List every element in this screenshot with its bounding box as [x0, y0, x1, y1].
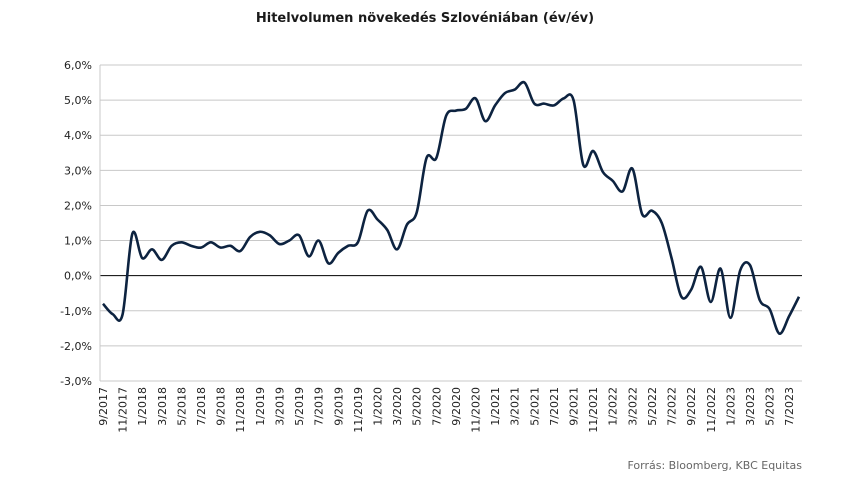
x-tick-label: 11/2017 [117, 387, 130, 433]
x-tick-label: 5/2018 [175, 387, 188, 426]
y-tick-label: 5,0% [64, 94, 92, 107]
x-tick-label: 5/2021 [528, 387, 541, 426]
x-tick-label: 9/2022 [685, 387, 698, 426]
y-tick-label: 0,0% [64, 270, 92, 283]
x-tick-label: 7/2019 [313, 387, 326, 426]
x-tick-label: 11/2020 [470, 387, 483, 433]
x-tick-label: 1/2021 [489, 387, 502, 426]
chart-title: Hitelvolumen növekedés Szlovéniában (év/… [256, 11, 594, 26]
x-tick-label: 1/2023 [724, 387, 737, 426]
data-line [102, 80, 801, 335]
x-tick-label: 7/2021 [548, 387, 561, 426]
y-tick-label: 4,0% [64, 129, 92, 142]
x-tick-label: 9/2021 [568, 387, 581, 426]
x-tick-label: 9/2018 [215, 387, 228, 426]
x-tick-label: 5/2023 [764, 387, 777, 426]
x-tick-label: 1/2022 [607, 387, 620, 426]
x-tick-label: 7/2023 [783, 387, 796, 426]
x-tick-label: 5/2020 [411, 387, 424, 426]
source: Forrás: Bloomberg, KBC Equitas [627, 459, 802, 472]
x-tick-label: 11/2018 [234, 387, 247, 433]
x-tick-label: 5/2022 [646, 387, 659, 426]
x-tick-label: 9/2017 [97, 387, 110, 426]
x-tick-label: 3/2022 [626, 387, 639, 426]
y-tick-label: 1,0% [64, 235, 92, 248]
x-tick-label: 11/2021 [587, 387, 600, 433]
x-tick-label: 7/2022 [666, 387, 679, 426]
x-tick-label: 1/2018 [136, 387, 149, 426]
y-tick-label: 3,0% [64, 164, 92, 177]
x-tick-label: 11/2019 [352, 387, 365, 433]
y-tick-label: -3,0% [60, 375, 92, 388]
x-tick-label: 9/2019 [332, 387, 345, 426]
x-tick-label: 1/2019 [254, 387, 267, 426]
y-tick-label: 2,0% [64, 199, 92, 212]
y-tick-label: -1,0% [60, 305, 92, 318]
x-tick-label: 3/2018 [156, 387, 169, 426]
x-tick-label: 11/2022 [705, 387, 718, 433]
x-tick-label: 5/2019 [293, 387, 306, 426]
x-tick-label: 3/2023 [744, 387, 757, 426]
x-tick-label: 1/2020 [371, 387, 384, 426]
x-tick-label: 3/2020 [391, 387, 404, 426]
y-tick-label: 6,0% [64, 59, 92, 72]
x-tick-label: 3/2021 [509, 387, 522, 426]
x-tick-label: 3/2019 [273, 387, 286, 426]
x-tick-label: 9/2020 [450, 387, 463, 426]
x-tick-label: 7/2018 [195, 387, 208, 426]
x-tick-label: 7/2020 [430, 387, 443, 426]
y-tick-label: -2,0% [60, 340, 92, 353]
